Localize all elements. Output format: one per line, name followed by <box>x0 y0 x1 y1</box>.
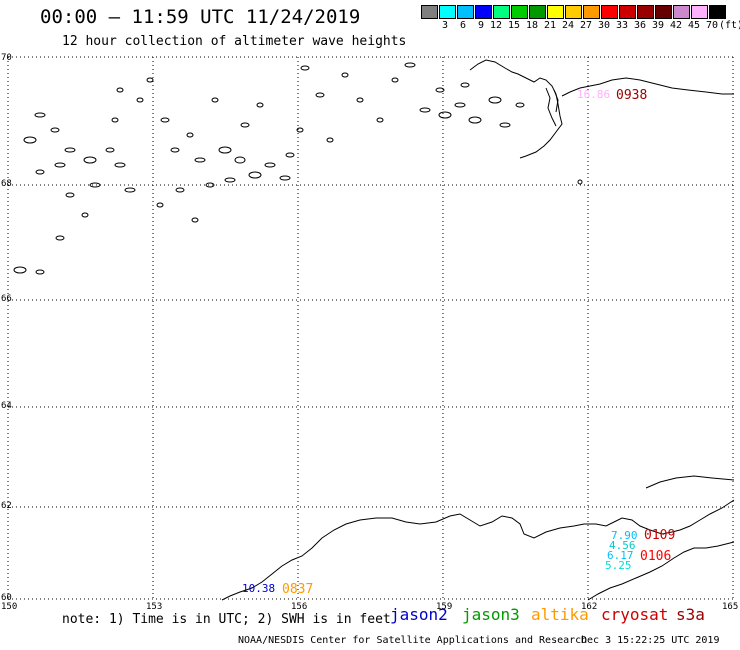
pass-time-label: 0109 <box>644 528 675 543</box>
satellite-label-s3a: s3a <box>676 605 705 624</box>
swh-value-label: 4.56 <box>609 539 636 552</box>
legend-unit: (ft) <box>719 20 740 31</box>
credit-line: NOAA/NESDIS Center for Satellite Applica… <box>238 635 588 646</box>
lat-label: 68 <box>1 179 12 189</box>
legend-label: 30 <box>597 20 610 31</box>
legend-label: 12 <box>489 20 502 31</box>
plot-frame <box>7 56 735 601</box>
lon-label: 162 <box>581 602 597 612</box>
legend-label: 6 <box>459 20 466 31</box>
legend-label: 24 <box>561 20 574 31</box>
lat-label: 62 <box>1 501 12 511</box>
pass-time-label: 0837 <box>282 582 313 597</box>
legend-label: 70 <box>705 20 718 31</box>
legend-label: 39 <box>651 20 664 31</box>
legend-swatch <box>547 5 564 19</box>
page-subtitle: 12 hour collection of altimeter wave hei… <box>62 34 407 49</box>
legend-label: 42 <box>669 20 682 31</box>
swh-value-label: 5.25 <box>605 559 632 572</box>
legend-swatch <box>619 5 636 19</box>
alaska-inlet <box>545 87 559 127</box>
legend-swatch <box>691 5 708 19</box>
legend-swatch <box>601 5 618 19</box>
lat-label: 60 <box>1 593 12 603</box>
pass-time-label: 0106 <box>640 549 671 564</box>
kamchatka-tip-coast <box>587 475 735 601</box>
legend-label: 36 <box>633 20 646 31</box>
legend-swatch <box>565 5 582 19</box>
legend-swatch <box>457 5 474 19</box>
satellite-label-altika: altika <box>531 605 589 624</box>
observations: 10.38 0837 7.90 4.56 6.17 5.25 0109 0106… <box>242 88 675 597</box>
legend-swatch <box>493 5 510 19</box>
swh-value-label: 10.38 <box>242 582 275 595</box>
legend-swatch <box>655 5 672 19</box>
lon-label: 159 <box>436 602 452 612</box>
lon-label: 153 <box>146 602 162 612</box>
satellite-label-jason3: jason3 <box>462 605 520 624</box>
legend-label: 18 <box>525 20 538 31</box>
legend-swatch <box>709 5 726 19</box>
legend-swatch <box>529 5 546 19</box>
swh-value-label: 7.90 <box>611 529 638 542</box>
satellite-label-cryosat: cryosat <box>601 605 669 624</box>
lon-label: 165 <box>722 602 738 612</box>
legend-label: 3 <box>441 20 448 31</box>
legend-swatch <box>511 5 528 19</box>
legend-swatch <box>673 5 690 19</box>
lon-label: 150 <box>1 602 17 612</box>
swh-value-label: 6.17 <box>607 549 634 562</box>
russia-coastline <box>221 499 735 601</box>
page-title: 00:00 – 11:59 UTC 11/24/2019 <box>40 6 361 28</box>
legend-swatch <box>637 5 654 19</box>
legend-label: 33 <box>615 20 628 31</box>
alaska-coastline <box>469 59 734 159</box>
legend-swatch <box>475 5 492 19</box>
legend-label: 45 <box>687 20 700 31</box>
legend-swatch <box>583 5 600 19</box>
graticule <box>7 56 734 600</box>
pass-time-label: 0938 <box>616 88 647 103</box>
generation-timestamp: Dec 3 15:22:25 UTC 2019 <box>581 635 720 646</box>
legend-swatch <box>439 5 456 19</box>
legend-label: 9 <box>477 20 484 31</box>
legend-label: 21 <box>543 20 556 31</box>
units-note: note: 1) Time is in UTC; 2) SWH is in fe… <box>62 612 391 627</box>
satellite-label-jason2: jason2 <box>390 605 448 624</box>
legend-label: 15 <box>507 20 520 31</box>
legend-swatch <box>421 5 438 19</box>
swh-value-label: 16.86 <box>577 88 610 101</box>
ice-contours <box>13 62 583 275</box>
legend-swatches <box>421 5 727 19</box>
lat-label: 64 <box>1 401 12 411</box>
lat-label: 70 <box>1 53 12 63</box>
legend-label: 27 <box>579 20 592 31</box>
lon-label: 156 <box>291 602 307 612</box>
lat-label: 66 <box>1 294 12 304</box>
